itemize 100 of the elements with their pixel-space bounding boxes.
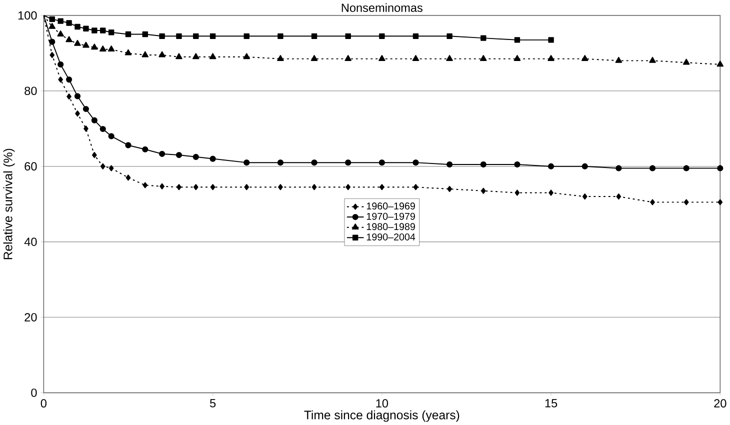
point xyxy=(446,33,452,39)
point xyxy=(74,40,81,46)
point xyxy=(108,30,114,36)
point xyxy=(58,61,64,68)
legend-label: 1990–2004 xyxy=(366,233,416,240)
point xyxy=(50,52,55,58)
point xyxy=(717,165,724,172)
point xyxy=(108,165,114,172)
point xyxy=(176,184,182,190)
x-tick-label: 20 xyxy=(714,399,726,408)
point xyxy=(126,174,131,181)
point xyxy=(277,54,284,61)
x-tick-label: 15 xyxy=(545,399,558,408)
point xyxy=(379,33,385,39)
point xyxy=(66,20,72,26)
point xyxy=(582,193,588,200)
y-tick-label: 100 xyxy=(18,11,37,20)
point xyxy=(83,26,89,32)
point xyxy=(378,54,386,61)
point xyxy=(108,46,115,52)
point xyxy=(91,44,98,50)
point xyxy=(412,159,419,166)
point xyxy=(480,54,487,61)
point xyxy=(209,53,216,60)
point xyxy=(66,93,72,100)
point xyxy=(548,54,554,61)
point xyxy=(244,33,250,39)
point xyxy=(649,56,656,63)
point xyxy=(159,150,166,157)
point xyxy=(480,161,486,168)
y-axis-title: Relative survival (%) xyxy=(3,148,15,260)
point xyxy=(446,54,453,61)
legend-label: 1970–1979 xyxy=(366,212,415,220)
point xyxy=(210,184,216,190)
point xyxy=(514,161,520,168)
point xyxy=(683,165,690,172)
point xyxy=(412,33,419,39)
point xyxy=(74,24,80,30)
point xyxy=(100,28,106,34)
point xyxy=(158,51,166,58)
point xyxy=(480,35,486,41)
point xyxy=(684,199,689,206)
point xyxy=(447,186,452,192)
point xyxy=(66,36,72,42)
point xyxy=(57,30,64,36)
point xyxy=(480,188,486,194)
y-tick-label: 80 xyxy=(24,86,37,96)
point xyxy=(380,184,384,190)
point xyxy=(124,49,132,56)
point xyxy=(244,184,250,190)
x-axis-title: Time since diagnosis (years) xyxy=(304,410,460,422)
point xyxy=(718,199,723,206)
point xyxy=(514,190,520,196)
point xyxy=(649,165,656,172)
point xyxy=(514,37,520,43)
point xyxy=(108,133,114,140)
point xyxy=(142,182,148,188)
point xyxy=(278,33,284,39)
point xyxy=(378,159,385,166)
point xyxy=(66,76,72,83)
point xyxy=(548,190,554,196)
point xyxy=(91,117,98,124)
point xyxy=(413,184,418,190)
point xyxy=(210,33,216,39)
point xyxy=(277,159,284,166)
point xyxy=(412,54,420,61)
point xyxy=(193,184,198,190)
point xyxy=(344,54,352,61)
point xyxy=(682,58,690,65)
point xyxy=(650,199,655,206)
point xyxy=(514,54,521,61)
point xyxy=(345,33,351,39)
point xyxy=(75,110,80,117)
point xyxy=(346,184,351,190)
point xyxy=(92,28,98,34)
x-tick-label: 0 xyxy=(40,399,47,408)
point xyxy=(616,165,622,172)
point xyxy=(125,142,132,148)
point xyxy=(142,31,148,38)
point xyxy=(176,53,182,60)
point xyxy=(100,163,106,170)
point xyxy=(446,161,453,168)
point xyxy=(345,159,352,166)
point xyxy=(160,183,164,190)
point xyxy=(58,76,63,83)
point xyxy=(716,60,724,67)
point xyxy=(142,146,148,152)
point xyxy=(311,159,318,166)
point xyxy=(615,56,622,63)
x-tick-label: 5 xyxy=(210,399,216,408)
point xyxy=(142,51,149,58)
point xyxy=(243,53,250,60)
point xyxy=(84,126,88,132)
point xyxy=(58,18,64,24)
point xyxy=(100,126,106,132)
point xyxy=(548,37,554,43)
point xyxy=(74,93,81,100)
point xyxy=(99,46,106,52)
point xyxy=(311,33,318,39)
legend-label: 1960–1969 xyxy=(366,202,415,210)
